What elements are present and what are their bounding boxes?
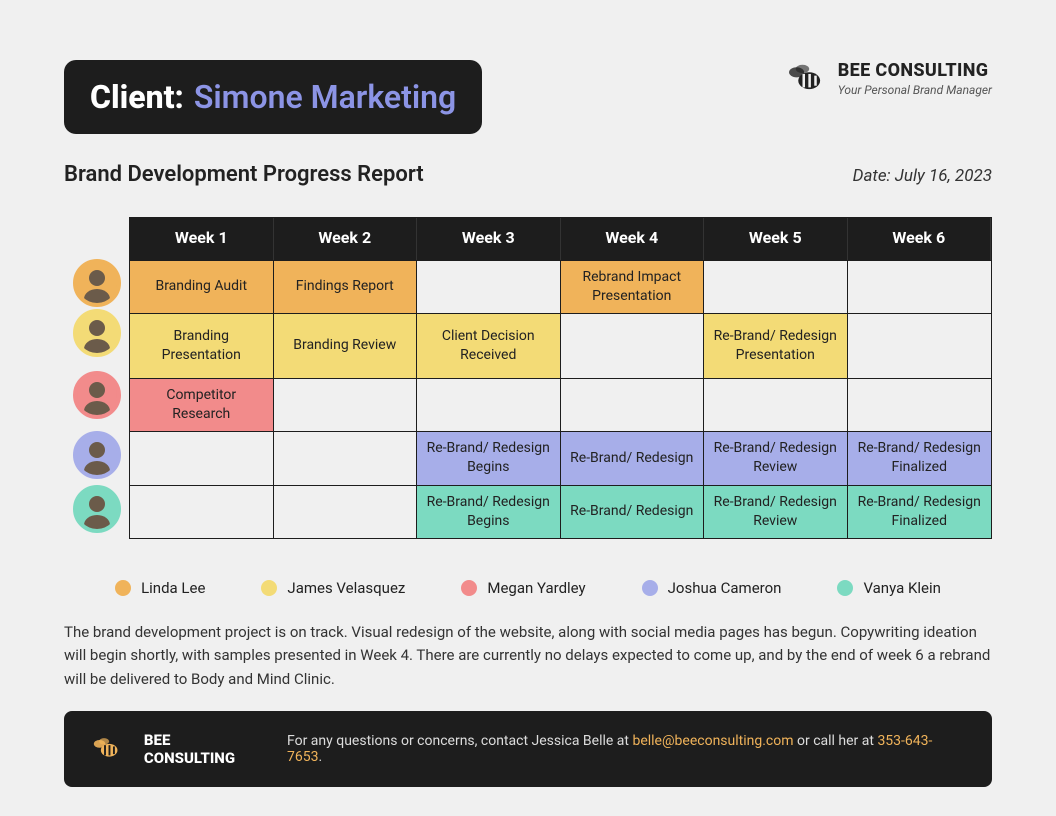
gantt-cell: [848, 313, 992, 378]
bee-icon: [784, 62, 826, 96]
brand-name: BEE CONSULTING: [838, 60, 992, 81]
footer-mid: or call her at: [794, 733, 878, 749]
gantt-cell: Findings Report: [274, 260, 418, 313]
footer-pre: For any questions or concerns, contact J…: [287, 733, 632, 749]
avatar: [73, 309, 121, 357]
legend-label: Linda Lee: [141, 579, 205, 597]
week-header: Week 2: [274, 218, 418, 260]
legend-item: Linda Lee: [115, 579, 205, 597]
footer-post: .: [318, 749, 322, 765]
avatar: [73, 259, 121, 307]
legend-dot: [115, 580, 131, 596]
gantt-cell: Re-Brand/ Redesign Begins: [417, 485, 561, 538]
gantt-cell: Client Decision Received: [417, 313, 561, 378]
legend-dot: [642, 580, 658, 596]
gantt-cell: [417, 378, 561, 431]
gantt-cell: [848, 260, 992, 313]
gantt-cell: Re-Brand/ Redesign Begins: [417, 431, 561, 484]
gantt-cell: Re-Brand/ Redesign Review: [704, 431, 848, 484]
week-header: Week 4: [561, 218, 705, 260]
client-box: Client: Simone Marketing: [64, 60, 482, 134]
gantt-cell: [274, 485, 418, 538]
footer: BEE CONSULTING For any questions or conc…: [64, 711, 992, 787]
week-header: Week 5: [704, 218, 848, 260]
gantt-cell: [417, 260, 561, 313]
report-title: Brand Development Progress Report: [64, 162, 424, 187]
gantt-cell: Branding Audit: [130, 260, 274, 313]
avatar: [73, 431, 121, 479]
legend-item: Megan Yardley: [461, 579, 585, 597]
gantt-cell: Re-Brand/ Redesign Review: [704, 485, 848, 538]
gantt-cell: [274, 431, 418, 484]
report-date: Date: July 16, 2023: [853, 166, 992, 186]
gantt-cell: Re-Brand/ Redesign Presentation: [704, 313, 848, 378]
gantt-chart: Week 1Week 2Week 3Week 4Week 5Week 6 Bran…: [64, 217, 992, 539]
legend-item: Joshua Cameron: [642, 579, 782, 597]
gantt-cell: Re-Brand/ Redesign: [561, 485, 705, 538]
gantt-cell: Competitor Research: [130, 378, 274, 431]
legend-dot: [261, 580, 277, 596]
footer-brand: BEE CONSULTING: [144, 731, 265, 767]
bee-icon: [90, 736, 122, 762]
client-label: Client:: [90, 78, 184, 116]
legend-dot: [461, 580, 477, 596]
legend-label: Joshua Cameron: [668, 579, 782, 597]
brand-tagline: Your Personal Brand Manager: [838, 83, 992, 97]
gantt-cell: [704, 378, 848, 431]
avatar: [73, 371, 121, 419]
gantt-cell: Re-Brand/ Redesign Finalized: [848, 431, 992, 484]
week-header: Week 1: [130, 218, 274, 260]
gantt-cell: [561, 313, 705, 378]
gantt-cell: [848, 378, 992, 431]
gantt-cell: Branding Review: [274, 313, 418, 378]
legend-dot: [837, 580, 853, 596]
legend-label: Megan Yardley: [487, 579, 585, 597]
week-header: Week 6: [848, 218, 992, 260]
legend-item: James Velasquez: [261, 579, 405, 597]
gantt-cell: [130, 431, 274, 484]
week-header: Week 3: [417, 218, 561, 260]
gantt-cell: [704, 260, 848, 313]
summary-text: The brand development project is on trac…: [64, 621, 992, 691]
footer-email[interactable]: belle@beeconsulting.com: [632, 733, 793, 749]
avatar: [73, 485, 121, 533]
brand-block: BEE CONSULTING Your Personal Brand Manag…: [784, 60, 992, 97]
legend-item: Vanya Klein: [837, 579, 940, 597]
gantt-cell: [561, 378, 705, 431]
footer-contact: For any questions or concerns, contact J…: [287, 733, 966, 765]
legend: Linda Lee James Velasquez Megan Yardley Jos…: [64, 579, 992, 597]
legend-label: James Velasquez: [287, 579, 405, 597]
gantt-cell: [274, 378, 418, 431]
gantt-cell: Re-Brand/ Redesign: [561, 431, 705, 484]
gantt-cell: [130, 485, 274, 538]
legend-label: Vanya Klein: [863, 579, 940, 597]
gantt-cell: Rebrand Impact Presentation: [561, 260, 705, 313]
gantt-cell: Re-Brand/ Redesign Finalized: [848, 485, 992, 538]
gantt-cell: Branding Presentation: [130, 313, 274, 378]
client-name: Simone Marketing: [194, 78, 456, 116]
